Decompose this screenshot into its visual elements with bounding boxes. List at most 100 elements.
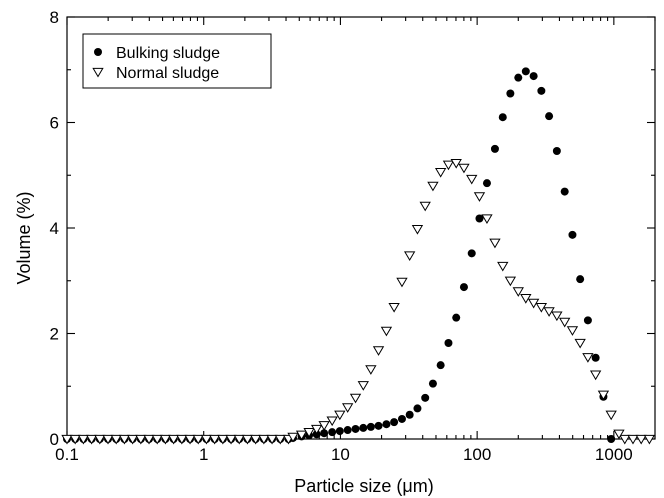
- data-point: [192, 434, 204, 445]
- data-point: [459, 283, 468, 292]
- data-point: [551, 311, 563, 322]
- series-bulking-sludge: [63, 67, 616, 443]
- data-point: [514, 73, 523, 82]
- data-point: [382, 420, 391, 429]
- data-point: [568, 230, 577, 239]
- data-point: [176, 434, 188, 445]
- data-point: [310, 424, 323, 435]
- data-point: [159, 434, 172, 445]
- data-point: [328, 428, 337, 437]
- data-point: [589, 370, 602, 381]
- data-point: [217, 434, 229, 445]
- data-point: [208, 434, 221, 445]
- data-point: [274, 434, 286, 445]
- data-point: [428, 379, 437, 388]
- data-point: [444, 338, 453, 347]
- data-point: [77, 434, 90, 445]
- data-point: [436, 361, 445, 370]
- data-point: [126, 434, 139, 445]
- x-tick-label: 10: [331, 445, 350, 464]
- data-point: [102, 434, 114, 445]
- data-point: [452, 313, 461, 322]
- data-point: [396, 277, 408, 288]
- data-point: [619, 434, 631, 445]
- y-tick-label: 6: [50, 114, 59, 133]
- data-point: [151, 434, 163, 445]
- data-point: [366, 422, 375, 431]
- data-point: [475, 214, 484, 223]
- y-axis-title: Volume (%): [14, 191, 34, 284]
- data-point: [249, 434, 262, 445]
- data-point: [342, 403, 354, 413]
- data-point: [582, 353, 594, 363]
- data-point: [627, 434, 639, 445]
- x-tick-label: 100: [463, 445, 491, 464]
- data-point: [576, 275, 585, 284]
- data-point: [266, 434, 278, 445]
- data-point: [498, 113, 507, 122]
- data-point: [397, 414, 406, 423]
- data-point: [349, 393, 362, 404]
- data-point: [545, 112, 554, 121]
- data-point: [434, 167, 447, 178]
- data-point: [380, 326, 393, 337]
- data-point: [372, 346, 385, 356]
- data-point: [388, 303, 400, 313]
- data-point: [473, 192, 486, 202]
- data-point: [529, 72, 538, 81]
- data-point: [537, 86, 546, 95]
- data-point: [520, 294, 532, 304]
- legend-label: Bulking sludge: [116, 45, 220, 62]
- data-point: [335, 427, 344, 436]
- legend: Bulking sludge Normal sludge: [82, 33, 272, 89]
- data-point: [343, 426, 352, 435]
- legend-marker: [92, 67, 104, 78]
- data-point: [512, 287, 524, 297]
- legend-marker: [94, 48, 102, 56]
- data-point: [94, 434, 106, 445]
- data-point: [559, 317, 571, 328]
- data-point: [374, 421, 383, 430]
- x-tick-label: 1000: [595, 445, 633, 464]
- legend-label: Normal sludge: [116, 65, 219, 82]
- data-point: [552, 146, 561, 155]
- data-point: [613, 429, 625, 440]
- data-point: [143, 434, 155, 445]
- data-point: [458, 163, 470, 174]
- data-point: [583, 316, 592, 325]
- data-point: [607, 435, 616, 443]
- y-tick-label: 2: [50, 325, 59, 344]
- data-point: [303, 428, 315, 438]
- y-tick-label: 8: [50, 8, 59, 27]
- data-point: [560, 187, 569, 196]
- data-point: [351, 424, 360, 433]
- data-point: [497, 261, 509, 272]
- data-point: [85, 434, 98, 445]
- data-point: [421, 393, 430, 402]
- data-point: [490, 144, 499, 153]
- data-point: [427, 181, 439, 192]
- data-point: [110, 434, 122, 445]
- data-point: [167, 434, 180, 445]
- data-point: [591, 353, 600, 362]
- x-tick-label: 1: [199, 445, 208, 464]
- y-tick-label: 4: [50, 219, 59, 238]
- data-point: [466, 174, 478, 185]
- data-point: [318, 421, 330, 431]
- data-point: [442, 160, 455, 171]
- data-point: [258, 434, 270, 445]
- data-point: [489, 238, 501, 249]
- x-tick-label: 0.1: [55, 445, 79, 464]
- data-point: [413, 404, 422, 413]
- legend-box: [82, 33, 272, 89]
- data-point: [450, 159, 462, 169]
- data-point: [411, 224, 424, 235]
- data-point: [357, 381, 369, 391]
- data-point: [118, 434, 131, 445]
- data-point: [635, 434, 647, 445]
- data-point: [241, 434, 254, 445]
- data-point: [295, 430, 308, 441]
- series-layer: [61, 67, 656, 445]
- data-point: [390, 418, 399, 427]
